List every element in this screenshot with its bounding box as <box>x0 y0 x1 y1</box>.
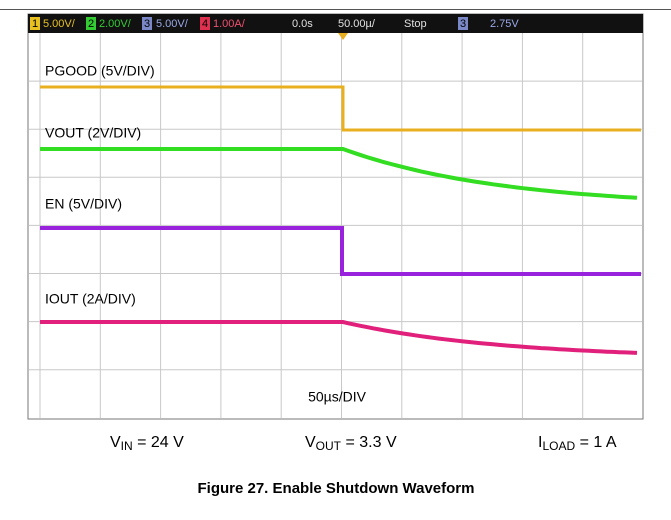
traces: PGOOD (5V/DIV) VOUT (2V/DIV) EN (5V/DIV) IO… <box>40 33 641 355</box>
condition-value: = 3.3 V <box>341 434 397 451</box>
waveform <box>40 85 641 132</box>
scope-header <box>28 14 643 33</box>
condition: VOUT = 3.3 V <box>305 434 397 453</box>
conditions: VIN = 24 V VOUT = 3.3 V ILOAD = 1 A <box>110 434 617 453</box>
channel-badge <box>142 17 152 30</box>
header-text: 5.00V/ <box>43 18 76 30</box>
symbol: V <box>110 434 121 451</box>
subscript: OUT <box>316 439 342 453</box>
condition-value: = 1 A <box>575 434 617 451</box>
trace-label: IOUT (2A/DIV) <box>45 291 136 307</box>
subscript: IN <box>121 439 133 453</box>
caption: Figure 27. Enable Shutdown Waveform <box>198 480 475 497</box>
waveform <box>40 226 641 276</box>
channel-number: 3 <box>460 18 466 30</box>
header-text: 5.00V/ <box>156 18 189 30</box>
channel-badge <box>86 17 96 30</box>
channel-number: 1 <box>32 18 38 30</box>
channel-badge <box>458 17 468 30</box>
trace-label: EN (5V/DIV) <box>45 196 122 212</box>
channel-badge <box>30 17 40 30</box>
condition-value: = 24 V <box>133 434 184 451</box>
channel-number: 2 <box>88 18 94 30</box>
header-text: Stop <box>404 18 427 30</box>
waveform <box>40 147 638 200</box>
waveform <box>40 320 638 355</box>
header-text: 2.75V <box>490 18 519 30</box>
trace-label: VOUT (2V/DIV) <box>45 125 141 141</box>
header-items: 1 5.00V/2 2.00V/3 5.00V/4 1.00A/0.0s 50.00µ/S… <box>30 17 519 30</box>
symbol: I <box>538 434 542 451</box>
channel-badge <box>200 17 210 30</box>
symbol: V <box>305 434 316 451</box>
subscript: LOAD <box>542 439 575 453</box>
timebase-label: 50µs/DIV <box>308 389 367 405</box>
header-text: 0.0s <box>292 18 313 30</box>
header-text: 1.00A/ <box>213 18 246 30</box>
condition: VIN = 24 V <box>110 434 184 453</box>
channel-number: 4 <box>202 18 208 30</box>
trace-label: PGOOD (5V/DIV) <box>45 63 155 79</box>
condition: ILOAD = 1 A <box>538 434 617 453</box>
trigger-marker <box>338 33 348 40</box>
header-text: 2.00V/ <box>99 18 132 30</box>
header-text: 50.00µ/ <box>338 18 376 30</box>
channel-number: 3 <box>144 18 150 30</box>
